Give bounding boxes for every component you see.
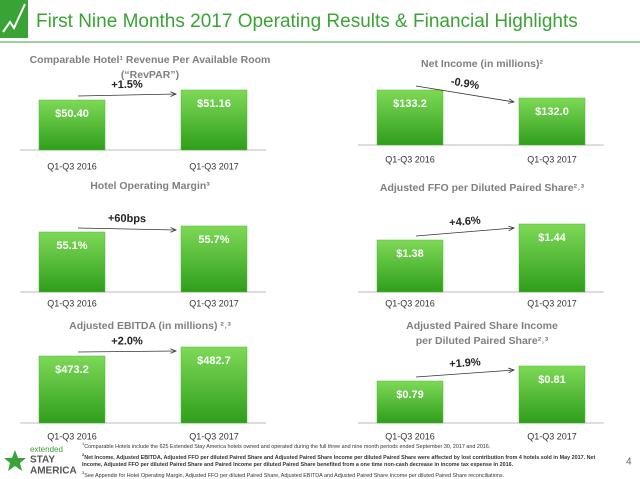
change-arrow xyxy=(415,85,515,103)
x-tick-label: Q1-Q3 2016 xyxy=(385,298,435,308)
value-label: $132.0 xyxy=(535,106,569,118)
logo-text: AMERICA xyxy=(30,466,77,477)
chart-title: Adjusted EBITDA (in millions) ²˒³ xyxy=(69,320,231,332)
x-tick-label: Q1-Q3 2017 xyxy=(527,431,577,441)
value-label: $51.16 xyxy=(197,98,231,110)
annotation: +1.9% xyxy=(449,356,481,370)
chart-title: (“RevPAR”) xyxy=(121,69,179,81)
arrow-head xyxy=(508,367,516,374)
chart-title: per Diluted Paired Share²˒³ xyxy=(416,335,549,347)
bar xyxy=(180,89,248,151)
bar xyxy=(38,355,106,424)
footnote: 1Comparable Hotels include the 625 Exten… xyxy=(82,440,612,451)
bar xyxy=(38,99,106,151)
chart-title: Net Income (in millions)² xyxy=(421,58,543,70)
footnote-marker: 1 xyxy=(82,441,85,446)
logo-mark xyxy=(2,3,26,33)
change-arrow xyxy=(415,227,515,237)
value-label: $1.44 xyxy=(538,232,566,244)
value-label: $473.2 xyxy=(55,364,89,376)
annotation: +2.0% xyxy=(111,335,143,347)
footnote-text: See Appendix for Hotel Operating Margin,… xyxy=(84,472,505,479)
arrow-head xyxy=(170,227,178,233)
annotation: +60bps xyxy=(108,213,146,226)
footnote-marker: 2 xyxy=(82,451,85,457)
chart-title: Hotel Operating Margin³ xyxy=(90,180,210,192)
logo-text: extended xyxy=(30,445,63,454)
logo-text: STAY xyxy=(30,455,55,466)
chart-title: Adjusted Paired Share Income xyxy=(406,320,558,332)
x-tick-label: Q1-Q3 2016 xyxy=(47,431,97,441)
arrow-head xyxy=(508,98,516,104)
value-label: $133.2 xyxy=(393,98,427,110)
arrow-head xyxy=(170,91,178,97)
slide-title: First Nine Months 2017 Operating Results… xyxy=(36,11,578,32)
change-arrow xyxy=(77,93,177,97)
annotation: +4.6% xyxy=(449,215,482,230)
annotation: +1.5% xyxy=(111,79,143,92)
bar xyxy=(518,365,586,424)
bar xyxy=(180,225,248,293)
change-arrow xyxy=(77,227,177,231)
chart-title: Comparable Hotel¹ Revenue Per Available … xyxy=(30,54,271,66)
logo-star xyxy=(4,450,26,471)
footer-logo: extended STAY AMERICA xyxy=(4,445,77,477)
x-tick-label: Q1-Q3 2016 xyxy=(385,154,435,164)
value-label: 55.1% xyxy=(56,240,87,252)
footnote: 3See Appendix for Hotel Operating Margin… xyxy=(82,469,612,479)
bar xyxy=(180,346,248,424)
page-number: 4 xyxy=(626,457,632,468)
value-label: $50.40 xyxy=(55,108,89,120)
footnotes: 1Comparable Hotels include the 625 Exten… xyxy=(82,440,612,479)
chart-title: Adjusted FFO per Diluted Paired Share²˒³ xyxy=(380,182,585,194)
change-arrow xyxy=(415,369,515,378)
arrow-head xyxy=(508,225,516,232)
value-label: $0.79 xyxy=(396,389,424,401)
footnote-marker: 3 xyxy=(82,469,85,475)
value-label: $1.38 xyxy=(396,248,424,260)
value-label: $482.7 xyxy=(197,355,231,367)
bar xyxy=(376,239,444,293)
bar xyxy=(518,223,586,293)
x-tick-label: Q1-Q3 2016 xyxy=(47,161,97,171)
arrow-head xyxy=(170,348,178,354)
bar xyxy=(38,231,106,293)
x-tick-label: Q1-Q3 2017 xyxy=(527,154,577,164)
value-label: 55.7% xyxy=(198,234,229,246)
x-tick-label: Q1-Q3 2017 xyxy=(527,298,577,308)
footnote-text: Net Income, Adjusted EBITDA, Adjusted FF… xyxy=(82,454,596,468)
x-tick-label: Q1-Q3 2017 xyxy=(189,431,239,441)
footnote: 2Net Income, Adjusted EBITDA, Adjusted F… xyxy=(82,451,612,469)
bar xyxy=(376,380,444,424)
x-tick-label: Q1-Q3 2017 xyxy=(189,298,239,308)
x-tick-label: Q1-Q3 2017 xyxy=(189,161,239,171)
bar xyxy=(518,97,586,146)
bar xyxy=(376,89,444,146)
x-tick-label: Q1-Q3 2016 xyxy=(47,298,97,308)
value-label: $0.81 xyxy=(538,374,566,386)
x-tick-label: Q1-Q3 2016 xyxy=(385,431,435,441)
annotation: -0.9% xyxy=(450,76,481,93)
change-arrow xyxy=(77,350,177,353)
footnote-text: Comparable Hotels include the 625 Extend… xyxy=(84,443,491,450)
